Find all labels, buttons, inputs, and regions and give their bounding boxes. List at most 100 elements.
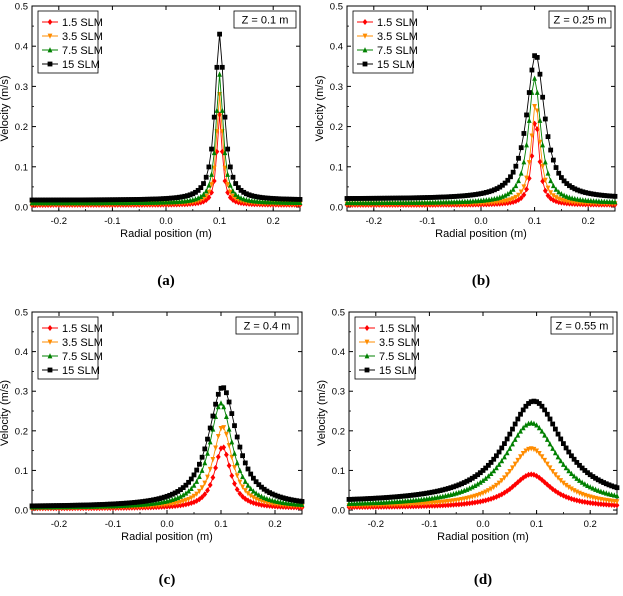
data-point bbox=[577, 462, 582, 468]
series-line bbox=[31, 402, 303, 508]
z-position-box bbox=[550, 316, 614, 335]
data-point bbox=[410, 492, 416, 498]
data-point bbox=[461, 500, 467, 507]
data-point bbox=[384, 495, 389, 500]
data-point bbox=[229, 472, 235, 479]
data-point bbox=[480, 477, 486, 483]
data-point bbox=[518, 170, 524, 176]
data-point bbox=[542, 116, 548, 122]
x-tick-label: 0.2 bbox=[267, 216, 280, 227]
data-point bbox=[516, 155, 521, 161]
series-markers bbox=[346, 446, 620, 509]
data-point bbox=[186, 488, 191, 494]
data-point bbox=[563, 464, 569, 471]
data-point bbox=[183, 490, 189, 496]
data-point bbox=[107, 501, 113, 507]
data-point bbox=[67, 197, 72, 203]
data-point bbox=[214, 107, 220, 113]
data-point bbox=[497, 184, 503, 190]
data-point bbox=[299, 499, 305, 504]
data-point bbox=[461, 480, 467, 485]
panel-caption: (c) bbox=[159, 572, 176, 588]
data-point bbox=[520, 407, 526, 413]
data-point bbox=[240, 473, 245, 480]
data-point bbox=[376, 495, 381, 501]
data-point bbox=[544, 436, 550, 442]
data-point bbox=[593, 192, 599, 197]
data-point bbox=[113, 501, 119, 507]
y-tick-label: 0.2 bbox=[330, 122, 343, 133]
data-point bbox=[502, 489, 507, 496]
data-point bbox=[518, 454, 523, 460]
data-point bbox=[555, 454, 561, 460]
data-point bbox=[53, 197, 59, 203]
data-point bbox=[371, 195, 377, 201]
data-point bbox=[595, 477, 601, 483]
data-point bbox=[601, 480, 606, 485]
y-tick-label: 0.4 bbox=[332, 347, 345, 358]
data-point bbox=[398, 195, 403, 201]
series-markers bbox=[346, 420, 620, 506]
data-point bbox=[351, 496, 357, 502]
data-point bbox=[603, 481, 609, 487]
data-point bbox=[289, 196, 295, 202]
data-point bbox=[595, 500, 601, 507]
data-point bbox=[540, 94, 546, 100]
data-point bbox=[552, 426, 558, 432]
y-tick-label: 0.5 bbox=[15, 308, 28, 319]
y-tick-label: 0.0 bbox=[15, 202, 28, 213]
data-point bbox=[245, 491, 251, 497]
data-point bbox=[280, 495, 286, 501]
data-point bbox=[180, 485, 186, 490]
data-point bbox=[534, 108, 540, 114]
data-point bbox=[494, 186, 500, 191]
data-point bbox=[91, 197, 97, 203]
legend-label: 7.5 SLM bbox=[62, 351, 103, 363]
data-point bbox=[544, 411, 550, 417]
data-point bbox=[531, 398, 537, 404]
panel-caption: (a) bbox=[157, 273, 175, 289]
data-point bbox=[510, 186, 516, 192]
data-point bbox=[449, 194, 454, 200]
data-point bbox=[374, 195, 379, 201]
data-point bbox=[488, 486, 494, 492]
data-point bbox=[144, 196, 150, 202]
x-tick-label: 0.0 bbox=[476, 519, 489, 530]
data-point bbox=[227, 182, 233, 188]
data-point bbox=[286, 196, 292, 202]
series-line bbox=[31, 74, 301, 204]
data-point bbox=[214, 64, 220, 70]
data-point bbox=[553, 165, 559, 170]
data-point bbox=[558, 457, 564, 464]
data-point bbox=[32, 503, 38, 509]
data-point bbox=[571, 488, 577, 494]
data-point bbox=[433, 194, 438, 200]
data-point bbox=[609, 501, 615, 508]
data-point bbox=[571, 473, 577, 479]
data-point bbox=[206, 164, 212, 170]
data-point bbox=[574, 460, 580, 465]
data-point bbox=[491, 484, 497, 491]
data-point bbox=[432, 489, 438, 495]
data-point bbox=[88, 197, 94, 203]
legend-marker bbox=[47, 19, 53, 25]
data-point bbox=[195, 195, 201, 201]
series-markers bbox=[29, 92, 303, 208]
data-point bbox=[158, 196, 164, 202]
data-point bbox=[233, 198, 239, 205]
series-markers bbox=[29, 31, 303, 203]
data-point bbox=[542, 407, 548, 413]
data-point bbox=[270, 196, 276, 201]
data-point bbox=[151, 497, 156, 503]
data-point bbox=[159, 495, 164, 501]
data-point bbox=[248, 498, 254, 505]
data-point bbox=[153, 496, 159, 502]
data-point bbox=[544, 461, 550, 467]
data-point bbox=[246, 192, 252, 198]
data-point bbox=[178, 499, 183, 505]
data-point bbox=[601, 489, 606, 495]
y-tick-label: 0.4 bbox=[15, 42, 28, 53]
data-point bbox=[611, 502, 617, 509]
data-point bbox=[520, 451, 526, 457]
data-point bbox=[213, 445, 218, 451]
